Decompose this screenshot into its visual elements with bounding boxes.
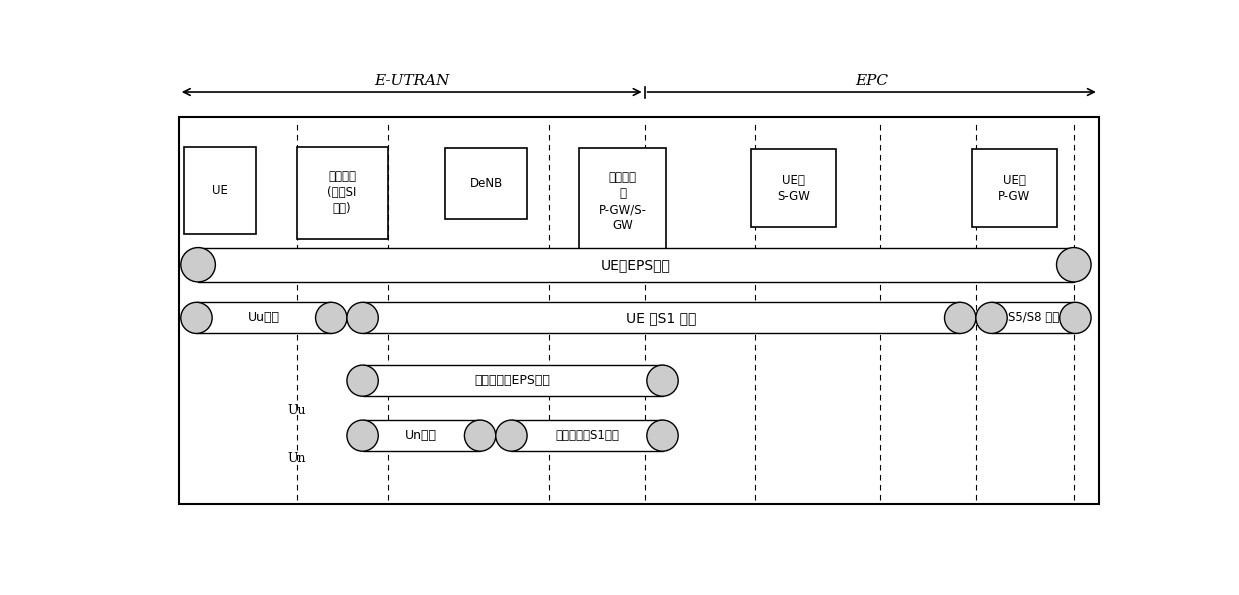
Bar bbox=[973, 149, 1057, 227]
Text: Uu: Uu bbox=[287, 404, 306, 417]
Bar bbox=[363, 420, 479, 451]
Bar bbox=[512, 420, 663, 451]
Text: EPC: EPC bbox=[855, 74, 888, 88]
Bar bbox=[197, 302, 331, 333]
Ellipse shape bbox=[347, 365, 378, 396]
Text: 中继节点的S1承载: 中继节点的S1承载 bbox=[555, 429, 620, 442]
Text: UE 的S1 承载: UE 的S1 承载 bbox=[626, 311, 696, 325]
Ellipse shape bbox=[496, 420, 527, 451]
Ellipse shape bbox=[465, 420, 496, 451]
Ellipse shape bbox=[647, 420, 678, 451]
Ellipse shape bbox=[1059, 302, 1092, 333]
Bar bbox=[580, 148, 665, 256]
Bar bbox=[185, 147, 256, 234]
Ellipse shape bbox=[181, 248, 216, 282]
Text: UE的
S-GW: UE的 S-GW bbox=[777, 174, 810, 203]
Bar bbox=[991, 302, 1075, 333]
Bar bbox=[363, 302, 960, 333]
Ellipse shape bbox=[944, 302, 976, 333]
Bar bbox=[178, 117, 1099, 505]
Text: 中继节点
(具有SI
终止): 中继节点 (具有SI 终止) bbox=[327, 170, 357, 215]
Ellipse shape bbox=[316, 302, 347, 333]
Ellipse shape bbox=[347, 420, 378, 451]
Text: Un承载: Un承载 bbox=[405, 429, 437, 442]
Text: Un: Un bbox=[287, 452, 306, 465]
Bar bbox=[751, 149, 835, 227]
Text: UE的
P-GW: UE的 P-GW bbox=[999, 174, 1031, 203]
Ellipse shape bbox=[1057, 248, 1092, 282]
Text: UE: UE bbox=[212, 184, 228, 197]
Text: 中继节点的EPS承载: 中继节点的EPS承载 bbox=[475, 374, 550, 387]
Text: 中继节点
的
P-GW/S-
GW: 中继节点 的 P-GW/S- GW bbox=[598, 171, 647, 233]
Bar bbox=[296, 147, 388, 239]
Text: Uu承载: Uu承载 bbox=[248, 311, 280, 324]
Text: DeNB: DeNB bbox=[470, 177, 503, 190]
Bar bbox=[445, 148, 527, 219]
Text: E-UTRAN: E-UTRAN bbox=[374, 74, 450, 88]
Text: UE的EPS承载: UE的EPS承载 bbox=[601, 258, 670, 272]
Ellipse shape bbox=[181, 302, 212, 333]
Text: S5/S8 承载: S5/S8 承载 bbox=[1007, 311, 1059, 324]
Bar bbox=[363, 365, 663, 396]
Ellipse shape bbox=[976, 302, 1007, 333]
Ellipse shape bbox=[347, 302, 378, 333]
Ellipse shape bbox=[647, 365, 678, 396]
Bar bbox=[198, 248, 1074, 282]
